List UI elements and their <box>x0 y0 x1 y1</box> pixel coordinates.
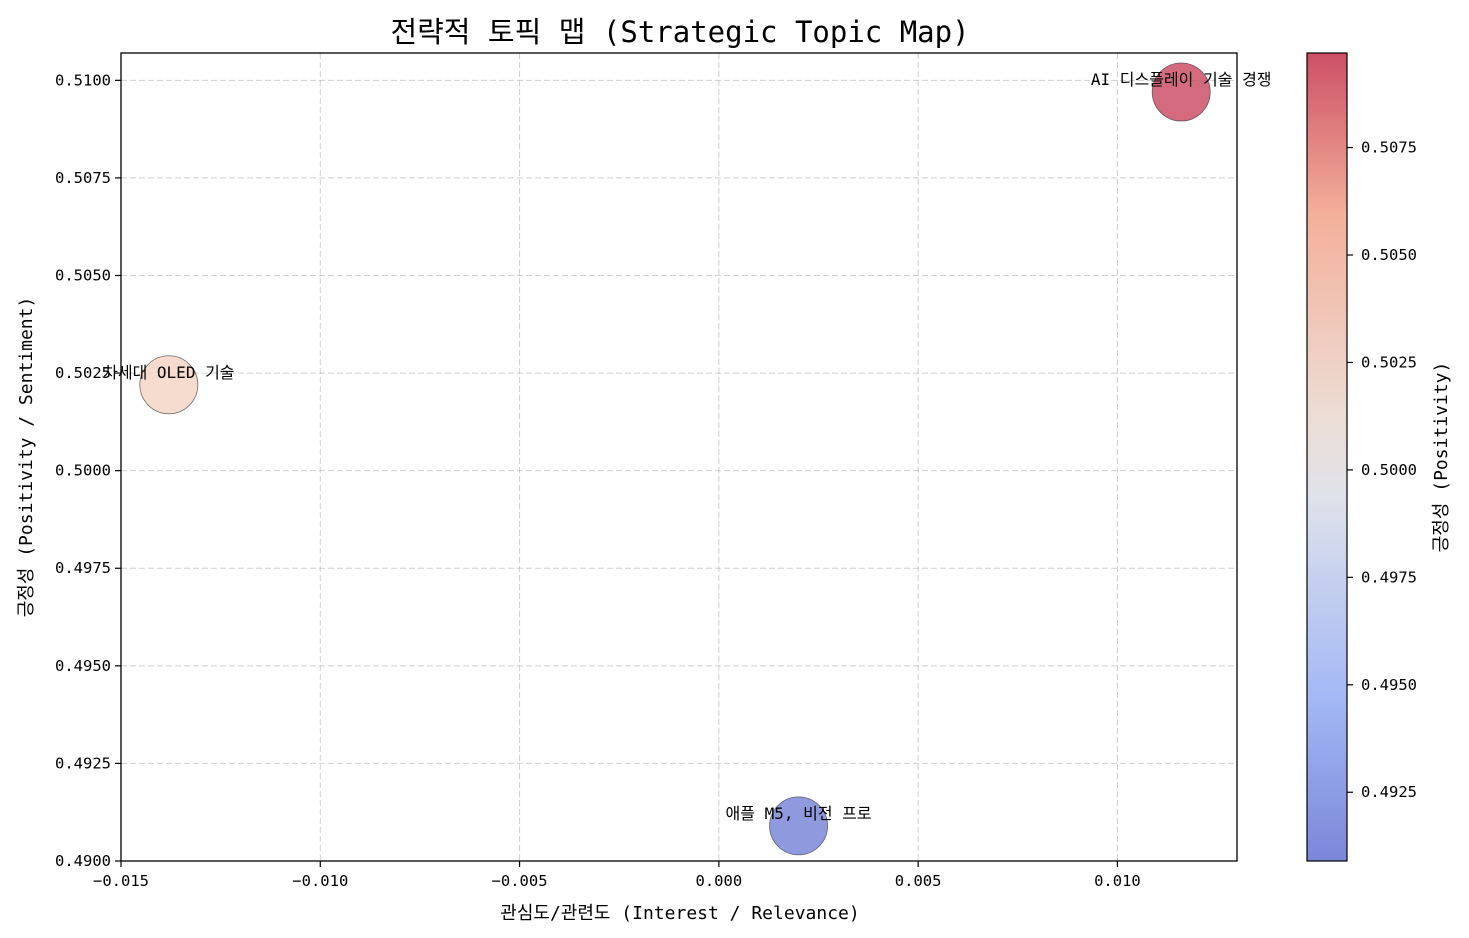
colorbar-tick-label: 0.4950 <box>1361 676 1417 694</box>
y-axis-label: 긍정성 (Positivity / Sentiment) <box>16 297 37 618</box>
x-axis-ticks: −0.015 −0.010 −0.005 0.000 0.005 0.010 <box>93 861 1141 890</box>
colorbar-tick-label: 0.5050 <box>1361 246 1417 264</box>
y-tick-label: 0.5050 <box>55 266 111 284</box>
y-tick-label: 0.5025 <box>55 364 111 382</box>
scatter-point <box>769 796 828 856</box>
y-tick-label: 0.4900 <box>55 852 111 870</box>
colorbar <box>1306 52 1348 862</box>
x-tick-label: 0.010 <box>1094 872 1141 890</box>
x-tick-label: −0.010 <box>292 872 348 890</box>
colorbar-tick-label: 0.5025 <box>1361 353 1417 371</box>
grid-lines <box>120 53 1237 862</box>
plot-frame <box>120 52 1238 862</box>
colorbar-tick-label: 0.5075 <box>1361 139 1417 157</box>
scatter-point <box>139 355 199 415</box>
chart-title: 전략적 토픽 맵 (Strategic Topic Map) <box>390 15 969 49</box>
y-axis-ticks: 0.4900 0.4925 0.4950 0.4975 0.5000 0.5025 0.50… <box>55 71 121 870</box>
x-tick-label: 0.005 <box>895 872 942 890</box>
y-tick-label: 0.4975 <box>55 559 111 577</box>
x-tick-label: −0.005 <box>492 872 548 890</box>
y-tick-label: 0.5075 <box>55 169 111 187</box>
point-label: 애플 M5, 비전 프로 <box>726 804 872 823</box>
x-tick-label: 0.000 <box>696 872 743 890</box>
colorbar-label: 긍정성 (Positivity) <box>1431 362 1452 553</box>
y-tick-label: 0.5100 <box>55 71 111 89</box>
x-axis-label: 관심도/관련도 (Interest / Relevance) <box>500 903 859 924</box>
y-tick-label: 0.5000 <box>55 462 111 480</box>
point-label: AI 디스플레이 기술 경쟁 <box>1091 70 1272 89</box>
scatter-point <box>1151 62 1211 122</box>
colorbar-ticks: 0.4925 0.4950 0.4975 0.5000 0.5025 0.5050 0.50… <box>1347 139 1417 801</box>
colorbar-tick-label: 0.4975 <box>1361 568 1417 586</box>
y-tick-label: 0.4925 <box>55 754 111 772</box>
colorbar-tick-label: 0.4925 <box>1361 783 1417 801</box>
y-tick-label: 0.4950 <box>55 657 111 675</box>
x-tick-label: −0.015 <box>93 872 149 890</box>
scatter-points <box>139 62 1211 856</box>
point-label: 차세대 OLED 기술 <box>103 363 234 382</box>
colorbar-tick-label: 0.5000 <box>1361 461 1417 479</box>
